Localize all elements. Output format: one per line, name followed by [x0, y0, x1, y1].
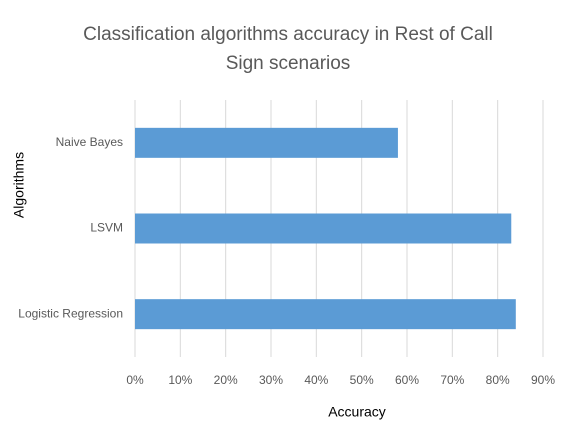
y-tick-label: Logistic Regression [18, 306, 123, 320]
x-tick-label: 50% [350, 373, 374, 387]
x-tick-label: 30% [259, 373, 283, 387]
x-axis-label: Accuracy [328, 404, 386, 420]
x-tick-label: 20% [214, 373, 238, 387]
bar [135, 299, 516, 330]
y-axis-label: Algorithms [11, 152, 27, 218]
x-tick-label: 60% [395, 373, 419, 387]
bar [135, 127, 398, 158]
x-tick-label: 80% [486, 373, 510, 387]
x-tick-label: 10% [168, 373, 192, 387]
x-tick-label: 0% [126, 373, 144, 387]
y-tick-label: LSVM [90, 221, 123, 235]
chart-title: Sign scenarios [226, 53, 351, 74]
bar [135, 213, 512, 244]
y-tick-label: Naive Bayes [56, 135, 123, 149]
x-tick-label: 90% [531, 373, 555, 387]
x-tick-label: 40% [304, 373, 328, 387]
chart-title: Classification algorithms accuracy in Re… [83, 24, 493, 45]
x-tick-label: 70% [440, 373, 464, 387]
